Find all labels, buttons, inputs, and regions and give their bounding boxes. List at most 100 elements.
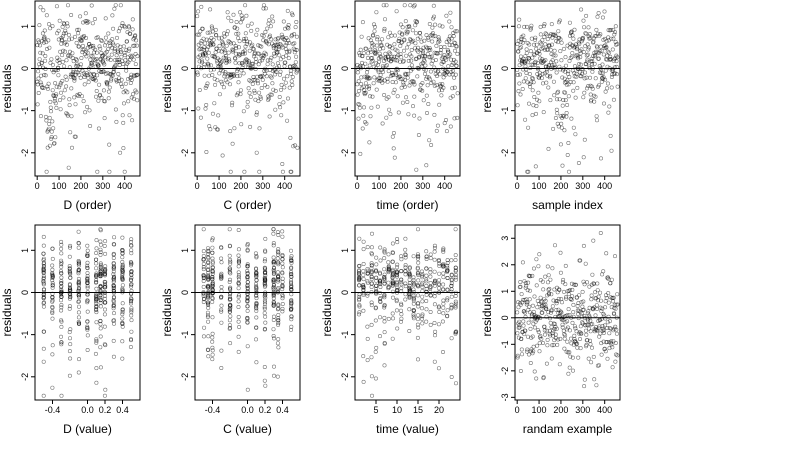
data-point (210, 287, 215, 292)
data-point (570, 51, 575, 56)
data-point (560, 322, 565, 327)
data-point (254, 302, 259, 307)
data-point (96, 98, 101, 103)
data-point (535, 343, 540, 348)
data-point (580, 289, 585, 294)
data-point (199, 58, 204, 63)
data-point (405, 29, 410, 34)
data-point (610, 345, 615, 350)
data-point (245, 268, 250, 273)
data-point (274, 49, 279, 54)
data-point (378, 299, 383, 304)
data-point (98, 365, 103, 370)
data-point (275, 275, 280, 280)
data-point (278, 105, 283, 110)
data-point (37, 23, 42, 28)
data-point (50, 352, 55, 357)
data-point (437, 102, 442, 107)
data-point (363, 81, 368, 86)
data-point (377, 51, 382, 56)
data-point (588, 329, 593, 334)
data-point (356, 116, 361, 121)
x-tick-label: 0.4 (116, 405, 129, 415)
data-point (258, 94, 263, 99)
data-point (420, 273, 425, 278)
data-point (434, 43, 439, 48)
data-point (440, 88, 445, 93)
data-point (552, 243, 557, 248)
data-point (527, 57, 532, 62)
data-point (210, 261, 215, 266)
data-point (358, 47, 363, 52)
data-point (94, 286, 99, 291)
data-point (38, 114, 43, 119)
data-point (122, 101, 127, 106)
data-point (552, 93, 557, 98)
data-point (554, 97, 559, 102)
data-point (450, 68, 455, 73)
data-point (431, 34, 436, 39)
data-point (197, 88, 202, 93)
data-point (424, 256, 429, 261)
data-point (563, 90, 568, 95)
data-point (599, 48, 604, 53)
data-point (254, 273, 259, 278)
data-point (201, 257, 206, 262)
data-point (515, 353, 520, 358)
data-point (403, 284, 408, 289)
x-tick-label: 10 (392, 405, 402, 415)
x-tick-label: 400 (277, 181, 292, 191)
data-point (48, 109, 53, 114)
data-point (41, 359, 46, 364)
data-point (575, 303, 580, 308)
data-point (589, 56, 594, 61)
data-point (574, 45, 579, 50)
data-point (236, 334, 241, 339)
data-point (202, 325, 207, 330)
data-point (50, 295, 55, 300)
data-point (53, 101, 58, 106)
data-point (374, 289, 379, 294)
data-point (615, 84, 620, 89)
data-point (289, 79, 294, 84)
data-point (245, 23, 250, 28)
data-point (68, 292, 73, 297)
data-point (394, 282, 399, 287)
data-point (453, 265, 458, 270)
data-point (595, 281, 600, 286)
data-point (517, 72, 522, 77)
data-point (111, 269, 116, 274)
data-point (267, 18, 272, 23)
data-point (381, 3, 386, 8)
data-point (269, 75, 274, 80)
data-point (453, 253, 458, 258)
data-point (260, 77, 265, 82)
data-point (596, 83, 601, 88)
data-point (41, 329, 46, 334)
data-point (94, 251, 99, 256)
data-point (572, 45, 577, 50)
data-point (252, 88, 257, 93)
data-point (49, 136, 54, 141)
data-point (402, 37, 407, 42)
data-point (374, 262, 379, 267)
data-point (436, 305, 441, 310)
data-point (402, 3, 407, 8)
data-point (453, 277, 458, 282)
data-point (94, 340, 99, 345)
data-point (280, 229, 285, 234)
y-axis-title: residuals (0, 288, 14, 336)
data-point (44, 169, 49, 174)
data-point (540, 340, 545, 345)
data-point (94, 291, 99, 296)
data-point (524, 71, 529, 76)
data-point (59, 281, 64, 286)
data-point (608, 54, 613, 59)
data-point (130, 53, 135, 58)
data-point (216, 113, 221, 118)
data-point (112, 311, 117, 316)
data-point (575, 85, 580, 90)
data-point (569, 281, 574, 286)
data-point (583, 328, 588, 333)
data-point (594, 383, 599, 388)
